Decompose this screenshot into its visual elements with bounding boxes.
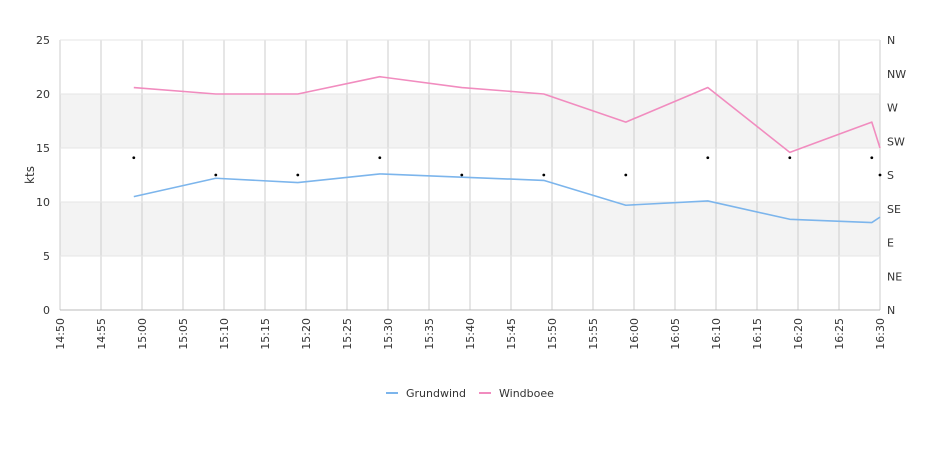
direction-marker (132, 156, 136, 160)
right-axis-label: W (887, 102, 898, 115)
legend-item-windboee[interactable]: Windboee (479, 387, 554, 400)
right-axis-label: SE (887, 203, 901, 216)
series-lines (133, 75, 881, 224)
x-tick-label: 15:00 (136, 318, 149, 350)
right-axis-direction-ticks: N NW W SW S SE E NE N (887, 34, 906, 317)
legend-item-grundwind[interactable]: Grundwind (386, 387, 466, 400)
y-tick-label: 20 (36, 88, 50, 101)
series-line-grundwind (133, 173, 881, 224)
legend-label-windboee: Windboee (499, 387, 554, 400)
x-tick-label: 15:30 (382, 318, 395, 350)
right-axis-label: S (887, 169, 894, 182)
right-axis-label: E (887, 237, 894, 250)
x-tick-label: 15:25 (341, 318, 354, 350)
y-tick-label: 25 (36, 34, 50, 47)
direction-marker (624, 173, 628, 177)
right-axis-label: N (887, 304, 895, 317)
x-tick-label: 15:20 (300, 318, 313, 350)
right-axis-label: N (887, 34, 895, 47)
x-tick-label: 16:20 (792, 318, 805, 350)
legend[interactable]: Grundwind Windboee (386, 387, 554, 400)
x-tick-label: 16:00 (628, 318, 641, 350)
x-tick-label: 15:50 (546, 318, 559, 350)
y-tick-label: 10 (36, 196, 50, 209)
y-axis-ticks: 0 5 10 15 20 25 (36, 34, 50, 317)
x-tick-label: 15:05 (177, 318, 190, 350)
x-tick-label: 15:40 (464, 318, 477, 350)
x-tick-label: 15:55 (587, 318, 600, 350)
x-axis-ticks: 14:50 14:55 15:00 15:05 15:10 15:15 15:20 15:25… (54, 318, 887, 350)
direction-marker (878, 173, 882, 177)
x-tick-label: 15:15 (259, 318, 272, 350)
x-tick-label: 16:15 (751, 318, 764, 350)
x-tick-label: 14:50 (54, 318, 67, 350)
x-tick-label: 15:45 (505, 318, 518, 350)
y-tick-label: 15 (36, 142, 50, 155)
direction-marker (214, 173, 218, 177)
right-axis-label: NE (887, 270, 902, 283)
direction-marker (296, 173, 300, 177)
y-tick-label: 0 (43, 304, 50, 317)
x-tick-label: 15:10 (218, 318, 231, 350)
right-axis-label: SW (887, 135, 905, 148)
direction-marker (788, 156, 792, 160)
x-tick-label: 15:35 (423, 318, 436, 350)
x-tick-label: 16:10 (710, 318, 723, 350)
horizontal-gridlines (60, 39, 880, 311)
y-tick-label: 5 (43, 250, 50, 263)
direction-marker (378, 156, 382, 160)
direction-marker (870, 156, 874, 160)
series-line-windboee (133, 75, 881, 154)
x-tick-label: 16:05 (669, 318, 682, 350)
x-tick-label: 16:25 (833, 318, 846, 350)
x-tick-label: 14:55 (95, 318, 108, 350)
x-tick-label: 16:30 (874, 318, 887, 350)
direction-marker (542, 173, 546, 177)
right-axis-label: NW (887, 68, 906, 81)
y-axis-label: kts (23, 166, 37, 184)
legend-label-grundwind: Grundwind (406, 387, 466, 400)
direction-markers (132, 156, 882, 177)
direction-marker (460, 173, 464, 177)
vertical-gridlines (59, 40, 881, 310)
direction-marker (706, 156, 710, 160)
